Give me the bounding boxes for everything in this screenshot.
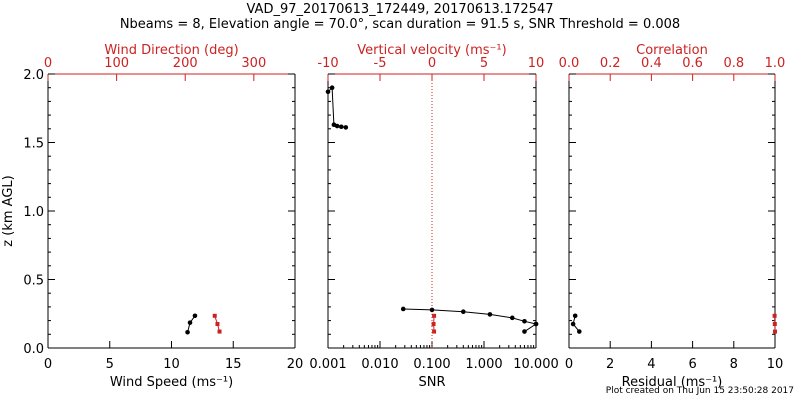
data-point <box>325 89 331 95</box>
data-point <box>577 329 582 334</box>
top-tick-label: 0.4 <box>641 56 662 71</box>
series-line-bottom <box>327 86 346 128</box>
bottom-tick-label: 4 <box>647 357 655 372</box>
y-tick-label: 1.0 <box>23 205 44 220</box>
data-point <box>522 329 527 334</box>
data-point <box>461 309 466 314</box>
top-tick-label: 5 <box>480 56 488 71</box>
x-axis-title: Residual (ms⁻¹) <box>622 375 723 390</box>
data-point <box>192 313 198 319</box>
top-tick-label: 100 <box>104 56 129 71</box>
y-tick-label: 2.0 <box>23 68 44 83</box>
bottom-tick-label: 10 <box>163 357 180 372</box>
data-point <box>772 322 777 327</box>
data-point <box>185 329 190 335</box>
y-axis-title: z (km AGL) <box>1 175 16 246</box>
data-point <box>432 313 437 318</box>
top-tick-label: 0.0 <box>559 56 580 71</box>
data-point <box>343 125 349 130</box>
bottom-tick-label: 15 <box>225 357 242 372</box>
bottom-tick-label: 0.001 <box>309 357 346 372</box>
plot-timestamp: Plot created on Thu Jun 15 23:50:28 2017 <box>605 386 794 396</box>
y-tick-label: 0.5 <box>23 274 44 289</box>
bottom-tick-label: 8 <box>730 357 738 372</box>
bottom-tick-label: 6 <box>688 357 696 372</box>
x-axis-title: Wind Speed (ms⁻¹) <box>110 375 233 390</box>
y-tick-label: 1.5 <box>23 137 44 152</box>
bottom-tick-label: 1.000 <box>465 357 502 372</box>
chart-title: VAD_97_20170613_172449, 20170613.172547 <box>246 2 554 17</box>
bottom-tick-label: 10.000 <box>513 357 559 372</box>
top-tick-label: 0 <box>44 56 52 71</box>
bottom-tick-label: 0 <box>565 357 573 372</box>
top-tick-label: 300 <box>241 56 266 71</box>
data-point <box>533 321 539 327</box>
top-tick-label: 0.8 <box>723 56 744 71</box>
top-tick-label: 0.2 <box>600 56 621 71</box>
series-line-bottom <box>403 308 537 325</box>
data-point <box>212 313 217 318</box>
bottom-tick-label: 0.010 <box>361 357 398 372</box>
data-point <box>773 329 777 334</box>
data-point <box>487 312 493 317</box>
data-point <box>772 313 777 318</box>
bottom-tick-label: 2 <box>606 357 614 372</box>
top-tick-label: 0 <box>428 56 436 71</box>
data-point <box>570 321 576 327</box>
data-point <box>509 315 515 321</box>
data-point <box>429 307 435 313</box>
chart-subtitle: Nbeams = 8, Elevation angle = 70.0°, sca… <box>119 17 681 32</box>
data-point <box>431 322 436 327</box>
data-point <box>217 329 222 334</box>
top-axis-title: Correlation <box>636 43 708 58</box>
data-point <box>334 123 340 129</box>
top-tick-label: 200 <box>173 56 198 71</box>
bottom-tick-label: 20 <box>287 357 304 372</box>
top-tick-label: 1.0 <box>765 56 786 71</box>
top-axis-title: Wind Direction (deg) <box>104 43 238 58</box>
bottom-tick-label: 0.100 <box>413 357 450 372</box>
top-tick-label: 10 <box>528 56 545 71</box>
x-axis-title: SNR <box>418 375 445 390</box>
top-tick-label: -10 <box>317 56 338 71</box>
data-point <box>400 306 406 312</box>
top-tick-label: 0.6 <box>682 56 703 71</box>
y-tick-label: 0.0 <box>23 342 44 357</box>
bottom-tick-label: 0 <box>44 357 52 372</box>
data-point <box>215 322 220 327</box>
data-point <box>522 318 527 324</box>
data-point <box>432 329 437 334</box>
top-axis-title: Vertical velocity (ms⁻¹) <box>357 43 506 58</box>
data-point <box>572 313 578 319</box>
data-point <box>338 124 344 130</box>
bottom-tick-label: 5 <box>106 357 114 372</box>
top-tick-label: -5 <box>374 56 387 71</box>
bottom-tick-label: 10 <box>767 357 784 372</box>
data-point <box>329 85 335 90</box>
data-point <box>187 320 193 325</box>
